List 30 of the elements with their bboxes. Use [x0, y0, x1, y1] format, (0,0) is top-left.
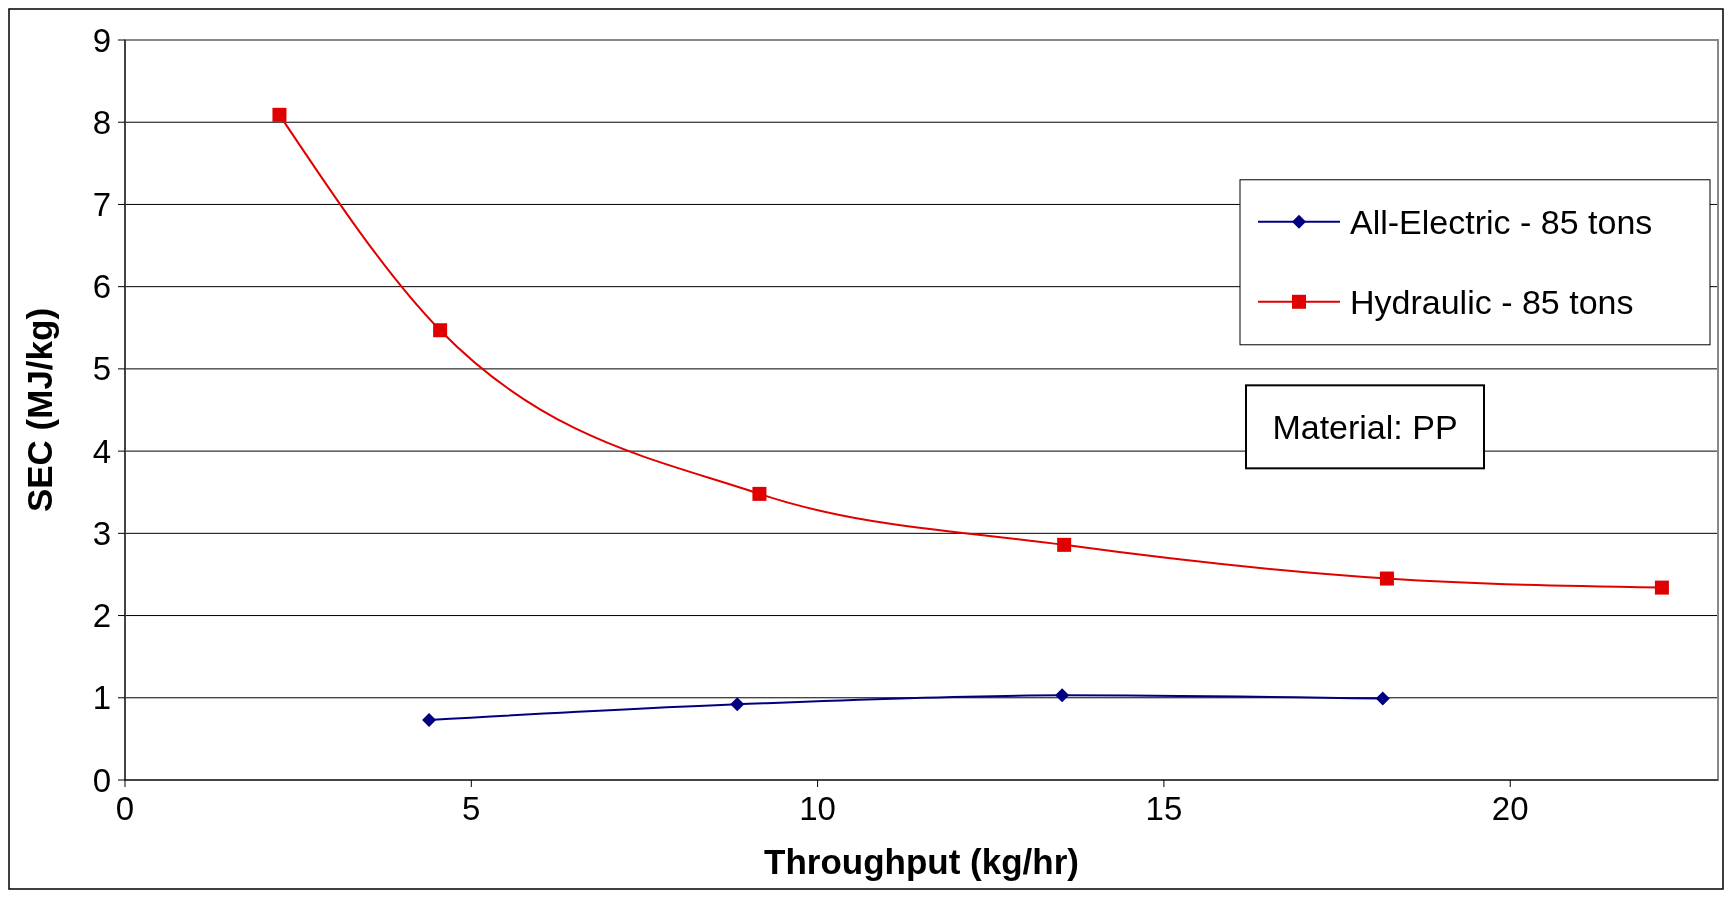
point: [1055, 688, 1070, 703]
point: [1654, 580, 1669, 595]
y-axis-title: SEC (MJ/kg): [20, 307, 59, 513]
x-tick-label: 5: [462, 790, 481, 827]
y-tick-label: 6: [92, 268, 111, 306]
point: [433, 323, 448, 338]
y-tick-label: 0: [92, 761, 111, 799]
y-tick-label: 5: [92, 350, 111, 388]
point: [422, 712, 437, 727]
x-tick-label: 0: [115, 790, 135, 827]
y-tick-label: 3: [92, 514, 111, 552]
y-tick-label: 9: [92, 21, 111, 59]
point: [272, 107, 287, 122]
point: [752, 486, 767, 501]
legend-label: Hydraulic - 85 tons: [1350, 282, 1634, 321]
annotation: Material: PP: [1272, 408, 1458, 447]
y-tick-label: 7: [92, 185, 111, 223]
x-axis-title: Throughput (kg/hr): [764, 842, 1079, 881]
y-tick-label: 4: [92, 432, 111, 470]
point: [1057, 537, 1072, 552]
point: [1379, 571, 1394, 586]
x-tick-label: 15: [1145, 790, 1183, 827]
y-tick-label: 1: [92, 679, 111, 717]
y-tick-label: 8: [92, 103, 111, 141]
x-tick-label: 20: [1491, 790, 1529, 827]
point: [1375, 691, 1390, 706]
legend-label: All-Electric - 85 tons: [1350, 202, 1653, 241]
point: [730, 697, 745, 712]
x-tick-label: 10: [799, 790, 836, 827]
y-tick-label: 2: [92, 597, 111, 635]
